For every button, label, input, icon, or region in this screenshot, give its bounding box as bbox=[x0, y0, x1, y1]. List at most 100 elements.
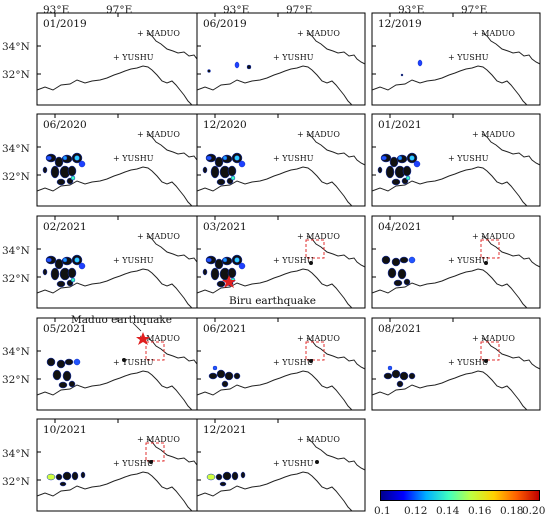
map-panel-08-2021: 08/2021 + MADUO + YUSHU bbox=[371, 317, 541, 411]
epicenter-dot bbox=[309, 359, 313, 363]
anomaly-patch bbox=[222, 155, 228, 161]
epicenter-box bbox=[305, 341, 325, 361]
anomaly-patch bbox=[221, 380, 229, 388]
anomaly-patch bbox=[206, 155, 212, 161]
anomaly-patch bbox=[46, 155, 52, 161]
maduo-label-annotation: Maduo earthquake bbox=[71, 314, 172, 326]
colorbar-tick-5: 0.20 bbox=[522, 505, 546, 517]
epicenter-box bbox=[480, 239, 500, 259]
anomaly-patch bbox=[74, 257, 80, 263]
panel-frame bbox=[371, 317, 541, 411]
anomaly-patch bbox=[391, 257, 401, 267]
panel-date: 12/2020 bbox=[203, 119, 247, 131]
anomaly-patch bbox=[58, 381, 68, 389]
country-border bbox=[36, 370, 193, 411]
anomaly-patch bbox=[234, 257, 240, 263]
province-border bbox=[481, 133, 541, 166]
yushu-label: + YUSHU bbox=[273, 154, 314, 163]
yushu-label: + YUSHU bbox=[113, 154, 154, 163]
panel-date: 01/2019 bbox=[43, 18, 87, 30]
anomaly-patch bbox=[214, 156, 224, 168]
anomaly-patch bbox=[210, 165, 220, 179]
epicenter-dot bbox=[149, 460, 153, 464]
epicenter-box bbox=[305, 239, 325, 259]
anomaly-patch bbox=[54, 156, 64, 168]
epicenter-dot bbox=[315, 460, 319, 464]
panel-frame bbox=[196, 317, 366, 411]
map-panel-06-2019: 06/2019 + MADUO + YUSHU bbox=[196, 12, 366, 106]
anomaly-patch bbox=[50, 267, 60, 281]
yushu-label: + YUSHU bbox=[273, 256, 314, 265]
biru-label: Biru earthquake bbox=[229, 295, 316, 307]
panel-date: 01/2021 bbox=[378, 119, 422, 131]
biru-star-icon bbox=[222, 275, 236, 288]
left-tick-34n-row4: 34°N bbox=[2, 346, 30, 358]
maduo-label: + MADUO bbox=[137, 29, 180, 38]
anomaly-patch bbox=[62, 257, 68, 263]
anomaly-patch bbox=[202, 268, 208, 276]
anomaly-patch bbox=[206, 473, 216, 481]
maduo-label: + MADUO bbox=[297, 334, 340, 343]
country-border bbox=[196, 65, 353, 106]
panel-date: 08/2021 bbox=[378, 323, 422, 335]
anomaly-patch bbox=[215, 473, 223, 481]
anomaly-patch bbox=[409, 155, 415, 161]
colorbar-tick-4: 0.18 bbox=[500, 505, 524, 517]
anomaly-patch bbox=[206, 257, 212, 263]
yushu-label: + YUSHU bbox=[273, 53, 314, 62]
anomaly-patch bbox=[67, 267, 77, 279]
panel-date: 12/2019 bbox=[378, 18, 422, 30]
maduo-label: + MADUO bbox=[297, 29, 340, 38]
anomaly-patch bbox=[212, 365, 218, 371]
panel-date: 04/2021 bbox=[378, 221, 422, 233]
anomaly-patch bbox=[56, 359, 66, 369]
anomaly-patch bbox=[42, 268, 48, 276]
anomaly-patch bbox=[408, 256, 416, 264]
colorbar-tick-1: 0.12 bbox=[404, 505, 428, 517]
yushu-label: + YUSHU bbox=[113, 459, 154, 468]
anomaly-patch bbox=[240, 471, 246, 479]
anomaly-patch bbox=[62, 471, 72, 481]
anomaly-patch bbox=[216, 280, 226, 288]
anomaly-patch bbox=[381, 155, 387, 161]
maduo-arrow bbox=[132, 322, 142, 332]
anomaly-patch bbox=[387, 267, 397, 279]
anomaly-patch bbox=[405, 175, 411, 181]
anomaly-patch bbox=[80, 471, 86, 479]
yushu-label: + YUSHU bbox=[448, 256, 489, 265]
country-border bbox=[196, 471, 353, 512]
anomaly-patch bbox=[246, 64, 252, 70]
epicenter-dot bbox=[309, 261, 313, 265]
biru-annotation: Biru earthquake bbox=[222, 275, 316, 307]
country-border bbox=[371, 65, 528, 106]
anomaly-patch bbox=[202, 166, 208, 174]
anomaly-patch bbox=[55, 473, 63, 481]
province-border bbox=[481, 235, 541, 268]
anomaly-patch bbox=[234, 61, 240, 69]
anomaly-patch bbox=[62, 370, 72, 382]
province-border bbox=[481, 32, 541, 65]
panel-date: 06/2021 bbox=[203, 323, 247, 335]
anomaly-patch bbox=[396, 380, 404, 388]
province-border bbox=[306, 235, 366, 268]
anomaly-patch bbox=[397, 155, 403, 161]
anomaly-patch bbox=[403, 278, 411, 286]
anomaly-patch bbox=[59, 481, 67, 487]
panel-date: 12/2021 bbox=[203, 424, 247, 436]
map-panel-10-2021: 10/2021 + MADUO + YUSHU bbox=[36, 418, 206, 512]
yushu-label: + YUSHU bbox=[448, 53, 489, 62]
anomaly-patch bbox=[46, 473, 56, 481]
anomaly-patch bbox=[64, 358, 74, 366]
panel-frame bbox=[196, 418, 366, 512]
anomaly-patch bbox=[387, 365, 393, 371]
anomaly-patch bbox=[74, 155, 80, 161]
anomaly-patch bbox=[393, 279, 403, 287]
country-border bbox=[36, 268, 193, 309]
anomaly-patch bbox=[399, 371, 409, 381]
map-panel-06-2020: 06/2020 + MADUO + YUSHU bbox=[36, 113, 206, 207]
anomaly-patch bbox=[413, 160, 421, 168]
maduo-label: + MADUO bbox=[472, 130, 515, 139]
anomaly-patch bbox=[52, 369, 62, 381]
anomaly-patch bbox=[50, 165, 60, 179]
